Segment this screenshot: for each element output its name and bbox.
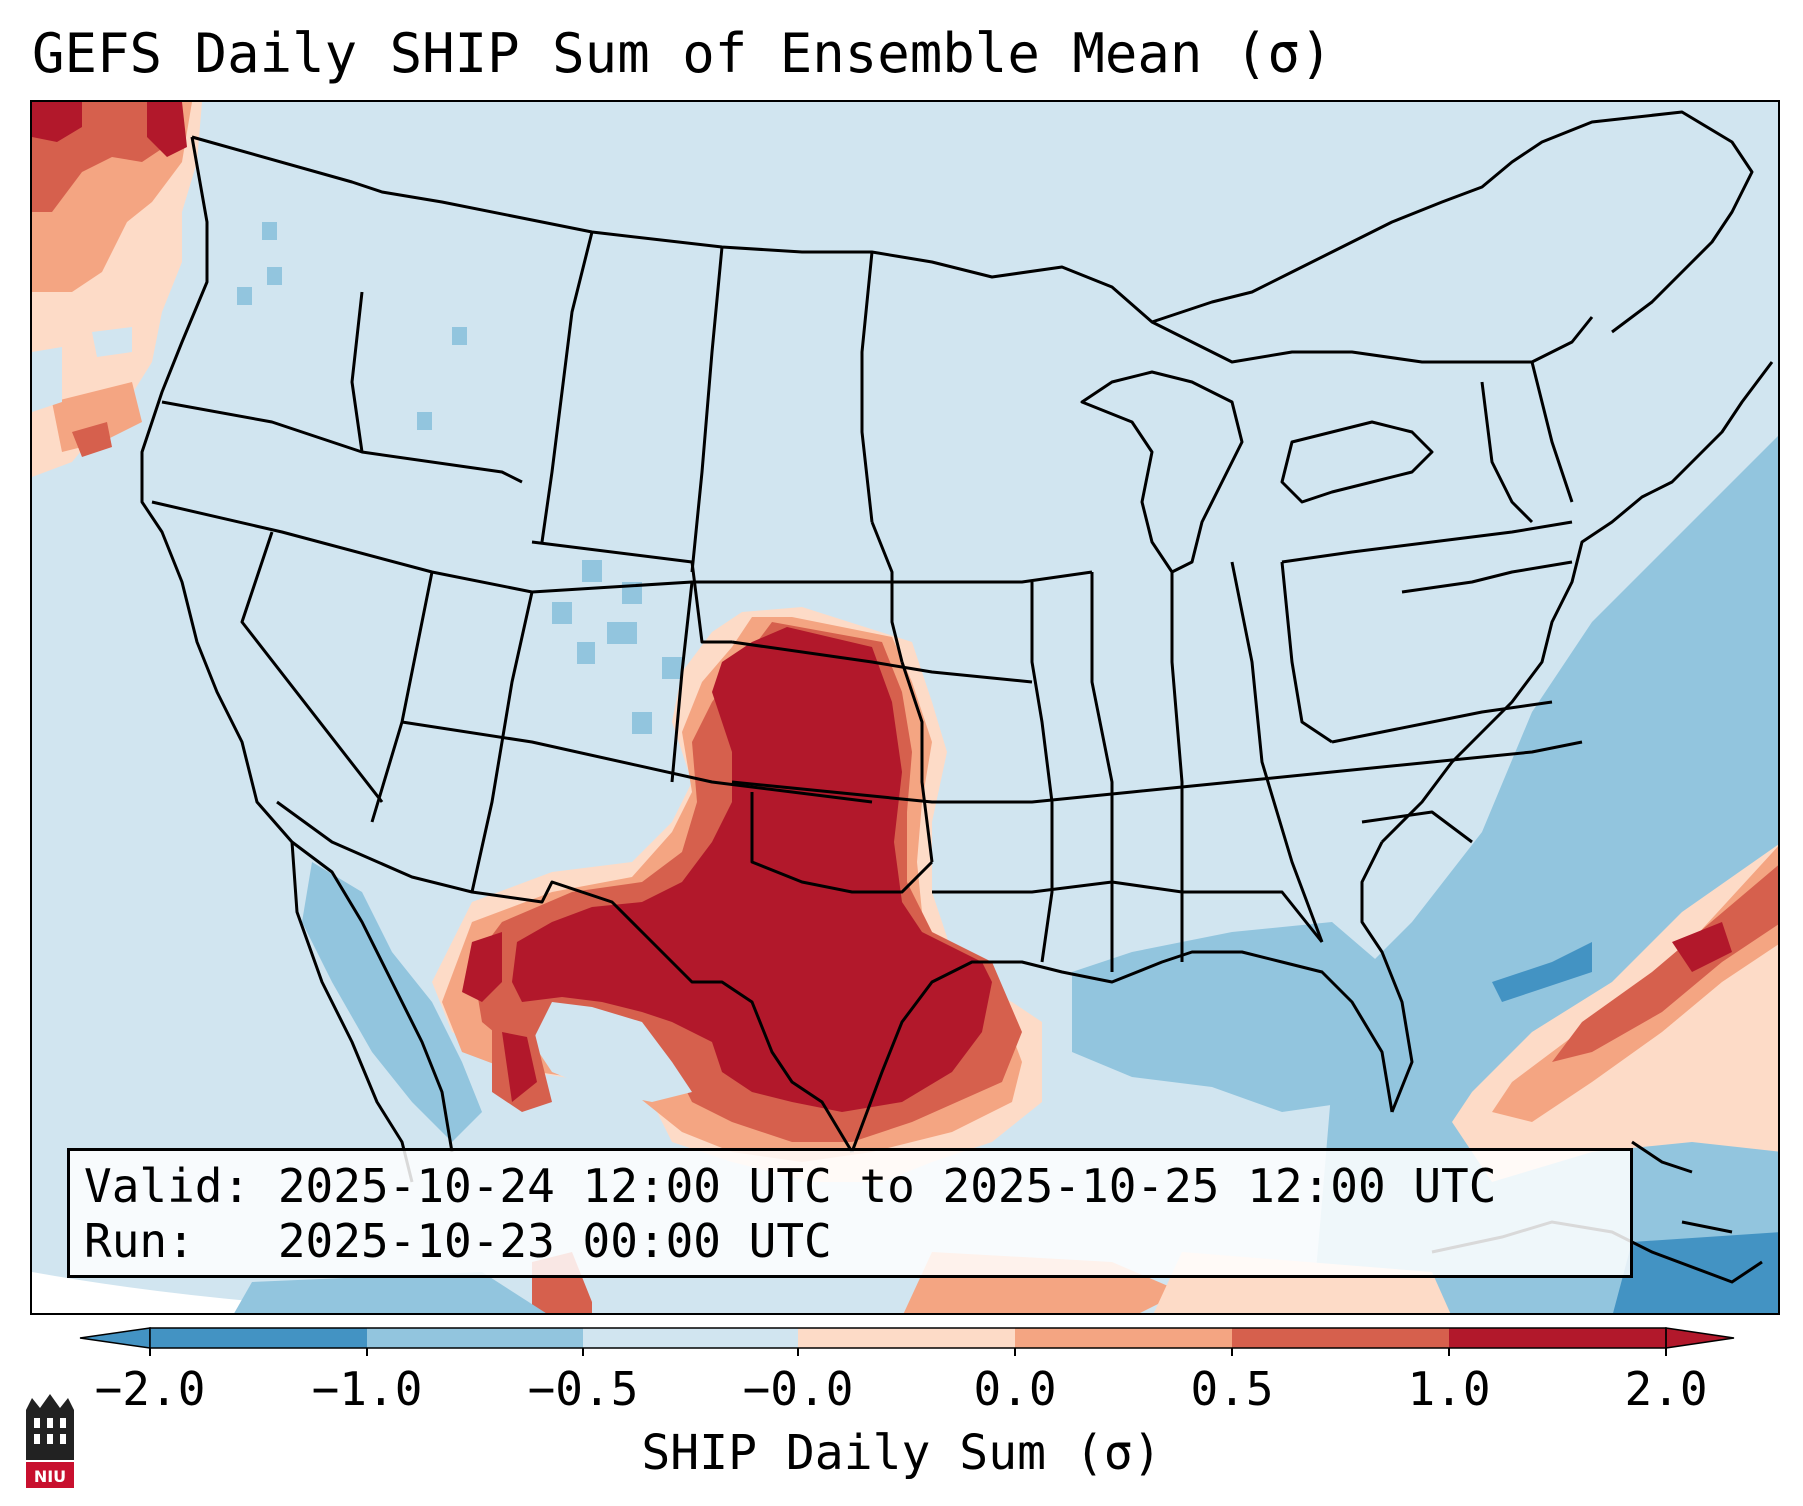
colorbar-tick-label: −2.0: [94, 1362, 206, 1416]
florida: [1360, 841, 1414, 1113]
east-coast: [1380, 361, 1774, 844]
colorbar-tick-label: 1.0: [1407, 1362, 1491, 1416]
colorbar-tick-label: 0.0: [973, 1362, 1057, 1416]
us-canada-border: [191, 135, 1594, 364]
colorbar-label: SHIP Daily Sum (σ): [641, 1425, 1162, 1481]
west-coast: [140, 136, 454, 1153]
colorbar-tick-label: −0.5: [527, 1362, 639, 1416]
niu-logo-text: NIU: [34, 1467, 66, 1486]
colorbar-bin: [150, 1328, 367, 1348]
anomaly-pacific-northwest: [32, 102, 202, 477]
colorbar-tick-label: −0.0: [742, 1362, 854, 1416]
blue-speckles: [237, 222, 682, 734]
colorbar-outline: [149, 1327, 1667, 1349]
colorbar: [79, 1327, 1735, 1356]
colorbar-extend-low: [79, 1327, 151, 1349]
colorbar-bin: [1232, 1328, 1449, 1348]
run-info-box: Valid: 2025-10-24 12:00 UTC to 2025-10-2…: [67, 1148, 1633, 1278]
colorbar-bin: [1449, 1328, 1666, 1348]
colorbar-bin: [798, 1328, 1015, 1348]
colorbar-bin: [583, 1328, 798, 1348]
anomaly-southern-plains: [234, 607, 1451, 1313]
canada-lake-coast: [1151, 110, 1754, 334]
colorbar-tick-label: 0.5: [1190, 1362, 1274, 1416]
chart-title: GEFS Daily SHIP Sum of Ensemble Mean (σ): [32, 22, 1333, 85]
niu-logo: NIU: [26, 1394, 74, 1488]
great-lakes: [1080, 370, 1244, 574]
colorbar-bin: [1015, 1328, 1232, 1348]
map-panel: [30, 100, 1780, 1315]
colorbar-tick-label: −1.0: [311, 1362, 423, 1416]
anomaly-atlantic: [1072, 436, 1778, 1313]
lake-erie-ontario: [1280, 420, 1434, 504]
baja-peninsula: [290, 841, 414, 1183]
valid-time-line: Valid: 2025-10-24 12:00 UTC to 2025-10-2…: [84, 1159, 1497, 1213]
run-time-line: Run: 2025-10-23 00:00 UTC: [84, 1214, 832, 1268]
us-mexico-border: [276, 800, 854, 1153]
map-canvas: [32, 102, 1778, 1313]
colorbar-extend-high: [1665, 1327, 1735, 1349]
projection-edge: [32, 1272, 433, 1313]
colorbar-bin: [367, 1328, 583, 1348]
colorbar-tick-label: 2.0: [1624, 1362, 1708, 1416]
anomaly-gulf-of-california: [302, 862, 482, 1142]
gulf-coast: [850, 950, 1394, 1153]
boundaries: [140, 110, 1774, 1183]
